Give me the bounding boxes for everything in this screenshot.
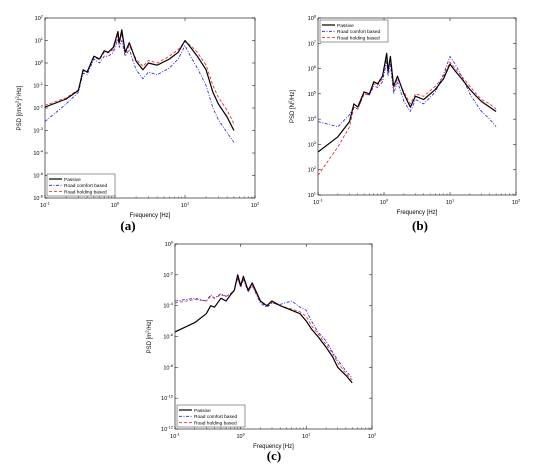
y-tick-label: 108 [308, 14, 317, 22]
legend-box [176, 404, 246, 428]
x-axis-label: Frequency [Hz] [130, 213, 171, 219]
legend-entry: Passive [194, 408, 211, 414]
legend-entry: Road comfort based [337, 29, 381, 35]
x-tick-label: 100 [111, 201, 120, 209]
series-line-road-comfort [45, 38, 235, 143]
y-tick-label: 10-8 [163, 363, 173, 371]
legend-entry: Road holding based [194, 420, 237, 426]
series-group [45, 29, 235, 143]
x-tick-label: 102 [368, 432, 376, 440]
y-axis-label: PSD [m2​/Hz] [145, 319, 153, 353]
plot-area [44, 17, 256, 199]
panel-label-a: (a) [120, 218, 135, 233]
x-tick-label: 100 [380, 198, 389, 206]
x-tick-label: 101 [181, 201, 189, 209]
x-tick-label: 102 [251, 201, 259, 209]
y-tick-label: 10-3 [33, 126, 43, 134]
y-tick-label: 102 [308, 165, 316, 173]
y-tick-label: 105 [308, 89, 317, 97]
x-tick-label: 101 [446, 198, 454, 206]
y-tick-label: 102 [35, 14, 43, 22]
panel-label-c: (c) [267, 448, 281, 463]
y-tick-label: 107 [308, 39, 316, 47]
panel-c: 10-1 100 101 102 10-12 10-10 10-8 10-6 10-4 10-2 1… [145, 240, 377, 450]
y-tick-label: 101 [308, 191, 316, 199]
x-tick-label: 10-1 [170, 432, 180, 440]
y-tick-label: 10-4 [163, 301, 173, 309]
y-tick-label: 106 [308, 64, 317, 72]
y-tick-label: 100 [165, 240, 174, 248]
series-line-passive [175, 274, 353, 384]
series-line-passive [318, 52, 497, 153]
y-tick-label: 104 [308, 115, 317, 123]
legend-box [319, 19, 389, 43]
y-tick-label: 10-12 [161, 425, 173, 433]
series-line-passive [45, 29, 235, 131]
legend-box [46, 173, 116, 197]
panel-a: 10-1 100 101 102 10-6 10-5 10-4 10-3 10-2 10-1 100… [15, 14, 260, 219]
legend-entry: Passive [64, 177, 81, 183]
y-tick-label: 10-2 [33, 104, 43, 112]
y-tick-label: 101 [35, 36, 43, 44]
series-group [318, 52, 497, 176]
panel-b: 10-1 100 101 102 101 102 103 104 105 106 107 108 Fre… [288, 14, 521, 216]
x-axis-label: Frequency [Hz] [397, 210, 438, 216]
legend-entry: Road comfort based [64, 183, 108, 189]
series-line-road-holding [175, 276, 353, 381]
y-tick-label: 10-10 [161, 394, 174, 402]
y-axis-label: PSD [(m/s2​)2​/Hz] [15, 85, 23, 130]
plot-area [317, 17, 517, 196]
x-tick-label: 10-1 [313, 198, 323, 206]
y-tick-label: 10-1 [33, 81, 43, 89]
series-group [175, 274, 353, 384]
y-tick-label: 10-4 [33, 149, 43, 157]
y-tick-label: 10-6 [33, 194, 43, 202]
legend-entry: Passive [337, 23, 354, 29]
x-axis-label: Frequency [Hz] [253, 444, 294, 450]
legend-entry: Road holding based [64, 189, 107, 195]
x-tick-label: 102 [512, 198, 520, 206]
plot-area [174, 243, 373, 430]
panel-label-b: (b) [412, 218, 428, 233]
y-tick-label: 100 [35, 59, 44, 67]
legend-entry: Road holding based [337, 35, 380, 41]
legend-entry: Road comfort based [194, 414, 238, 420]
y-axis-label: PSD [N2​/Hz] [288, 90, 296, 123]
x-tick-label: 100 [237, 432, 246, 440]
y-tick-label: 10-2 [163, 270, 173, 278]
x-tick-label: 10-1 [40, 201, 50, 209]
x-tick-label: 101 [302, 432, 310, 440]
y-tick-label: 10-5 [33, 171, 43, 179]
y-tick-label: 103 [308, 140, 317, 148]
y-tick-label: 10-6 [163, 332, 173, 340]
